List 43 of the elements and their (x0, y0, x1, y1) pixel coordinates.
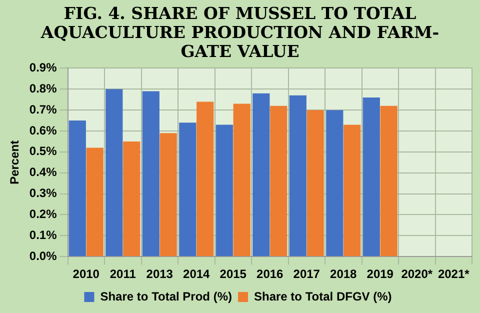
y-tick-label: 0.2% (29, 207, 58, 222)
bar (289, 95, 306, 256)
x-tick-label: 2017 (293, 267, 320, 282)
x-tick-label: 2019 (366, 267, 394, 282)
legend-label: Share to Total DFGV (%) (254, 289, 392, 304)
x-tick-label: 2011 (110, 267, 136, 282)
x-tick-label: 2015 (220, 267, 247, 282)
x-tick-label: 2013 (146, 267, 174, 282)
bar (179, 122, 196, 256)
chart-title: FIG. 4. SHARE OF MUSSEL TO TOTAL AQUACULTURE PRODUCTION AND FARM-GATE VALUE (40, 3, 440, 61)
bar (216, 124, 233, 256)
bar (142, 91, 160, 256)
bar (362, 98, 380, 256)
bar (326, 110, 344, 256)
bar (123, 141, 140, 256)
y-tick-label: 0.3% (29, 186, 58, 200)
x-tick-label: 2016 (256, 267, 284, 282)
y-tick-label: 0.6% (29, 123, 58, 138)
bar (106, 89, 123, 256)
bar (344, 124, 361, 256)
bar (196, 102, 214, 256)
bar (252, 93, 270, 256)
bar (233, 104, 250, 256)
x-tick-label: 2010 (72, 267, 100, 282)
bar (270, 106, 288, 256)
legend-label: Share to Total Prod (%) (100, 289, 232, 304)
y-tick-label: 0.1% (29, 228, 58, 242)
bar (86, 148, 104, 256)
y-tick-label: 0.4% (29, 165, 58, 180)
bar (160, 133, 177, 256)
x-tick-label: 2020* (401, 267, 433, 282)
y-axis-title: Percent (8, 140, 22, 184)
y-tick-label: 0.7% (29, 102, 58, 116)
y-tick-label: 0.9% (29, 60, 58, 75)
bar (306, 110, 324, 256)
y-tick-label: 0.8% (29, 81, 58, 96)
bar (380, 106, 398, 256)
x-tick-label: 2021* (438, 267, 470, 282)
y-tick-label: 0.5% (29, 144, 58, 158)
bar (68, 120, 86, 256)
x-tick-label: 2018 (330, 267, 358, 282)
y-tick-label: 0.0% (29, 248, 58, 263)
x-tick-label: 2014 (183, 267, 210, 282)
